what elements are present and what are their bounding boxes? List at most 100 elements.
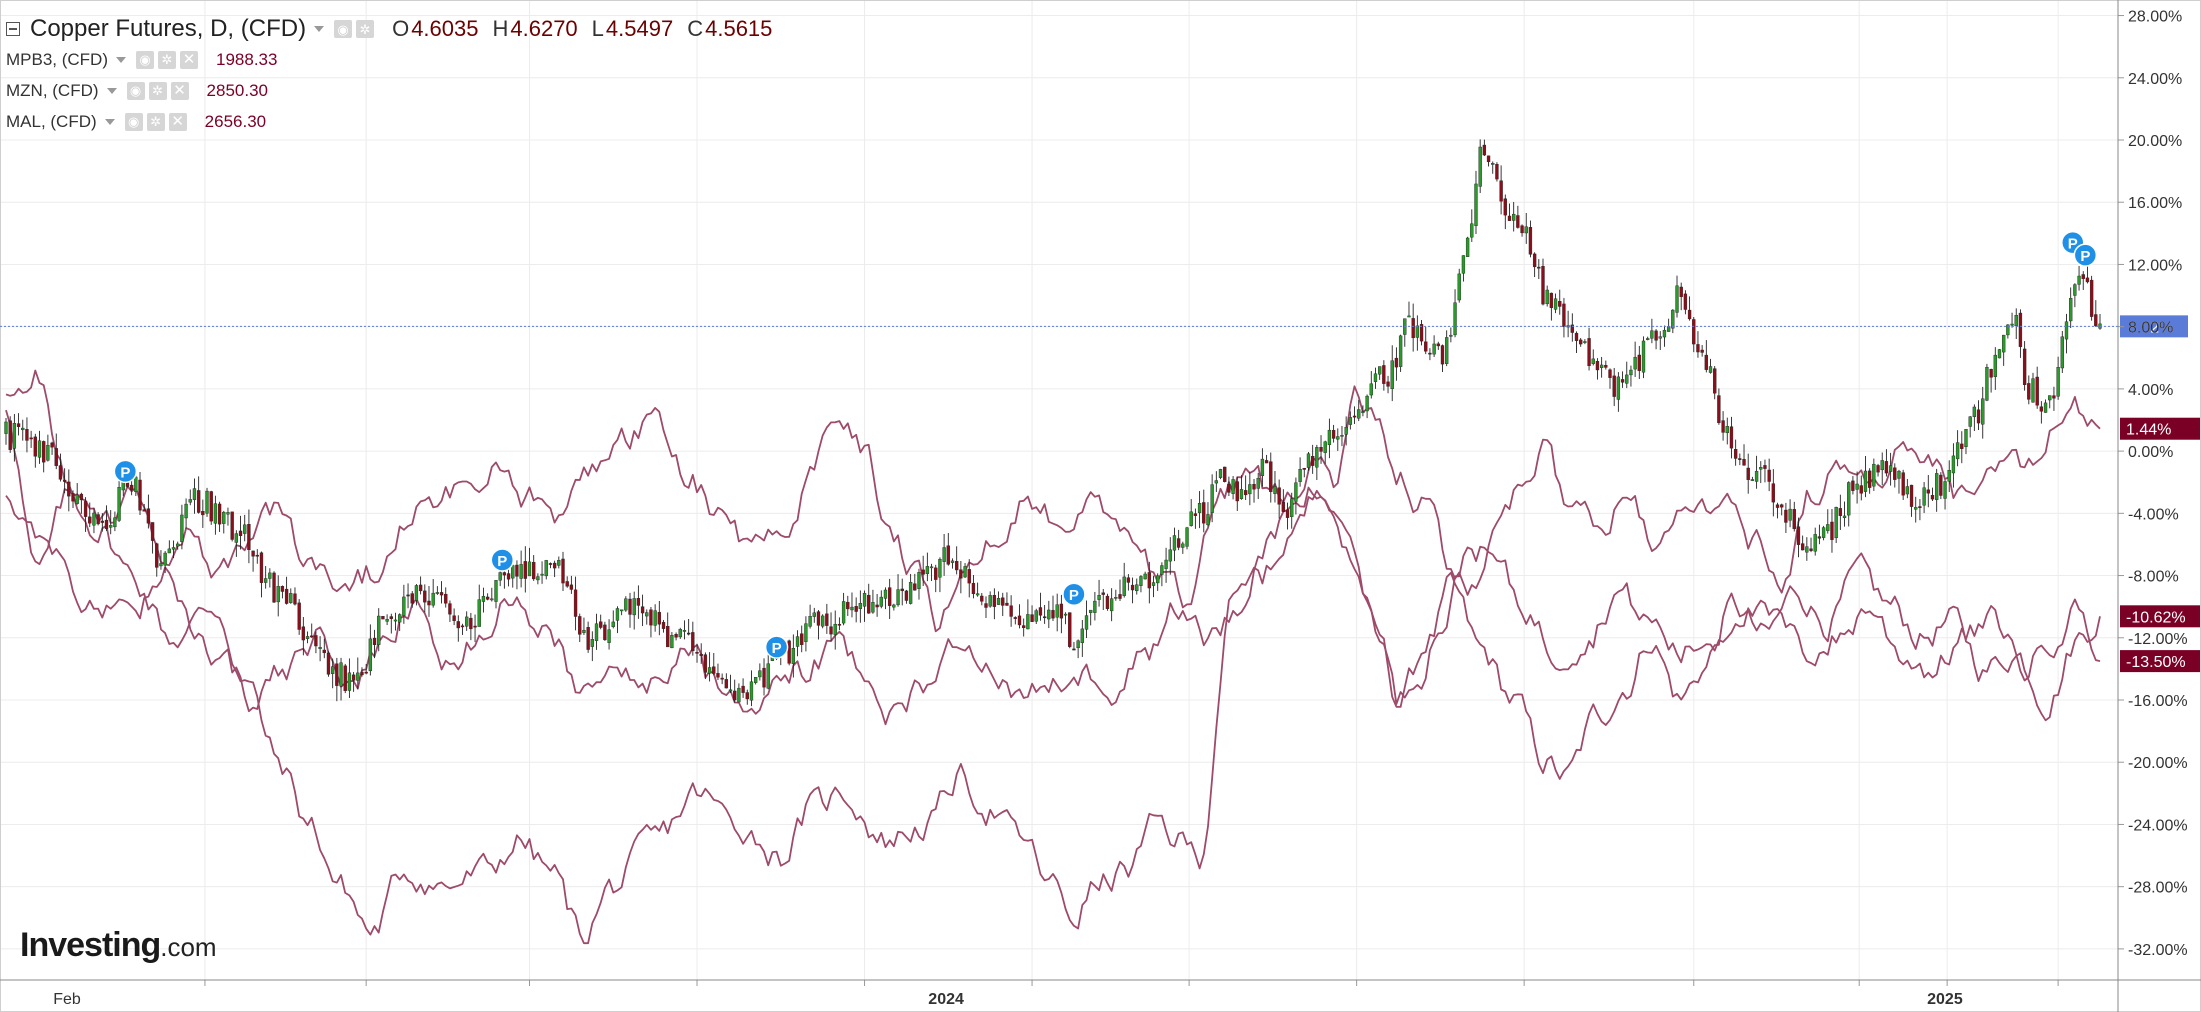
caret-down-icon[interactable] bbox=[104, 118, 115, 125]
end-value-badge bbox=[2120, 417, 2200, 440]
candle-down bbox=[2089, 279, 2094, 317]
end-value-label: -13.50% bbox=[2126, 654, 2186, 671]
candle-up bbox=[1805, 546, 1809, 553]
candle-up bbox=[1842, 515, 1847, 519]
pin-marker-icon[interactable]: P bbox=[2073, 243, 2098, 267]
candle-up bbox=[1323, 441, 1327, 453]
candle-down bbox=[360, 671, 364, 676]
candle-up bbox=[841, 601, 846, 624]
candle-down bbox=[2027, 383, 2031, 400]
eye-icon[interactable]: ◉ bbox=[136, 50, 154, 69]
collapse-icon[interactable] bbox=[6, 22, 20, 36]
gear-icon[interactable]: ✲ bbox=[148, 81, 167, 100]
close-icon[interactable]: ✕ bbox=[170, 81, 189, 100]
pin-marker-icon[interactable]: P bbox=[113, 459, 138, 484]
candle-up bbox=[963, 566, 967, 578]
candle-up bbox=[1348, 417, 1353, 425]
candle-up bbox=[1951, 455, 1956, 474]
candle-up bbox=[1398, 335, 1403, 367]
candle-down bbox=[1721, 420, 1725, 433]
eye-icon[interactable]: ◉ bbox=[334, 20, 353, 38]
candle-up bbox=[1084, 615, 1089, 630]
candle-down bbox=[79, 493, 84, 501]
candle-up bbox=[1315, 447, 1319, 468]
pin-marker-icon[interactable]: P bbox=[764, 635, 789, 659]
eye-icon[interactable]: ◉ bbox=[124, 112, 143, 131]
end-badges: 1.44% -10.62% -13.50% bbox=[2120, 417, 2200, 673]
candle-up bbox=[1826, 524, 1830, 531]
candle-up bbox=[1821, 527, 1826, 538]
candle-up bbox=[1373, 373, 1378, 382]
candle-up bbox=[1365, 395, 1369, 412]
candle-down bbox=[1038, 607, 1043, 616]
candle-up bbox=[1185, 527, 1189, 547]
gear-icon[interactable]: ✲ bbox=[158, 50, 176, 69]
investing-logo[interactable]: Investing.com bbox=[20, 926, 217, 964]
candle-up bbox=[1449, 334, 1453, 337]
candle-down bbox=[1411, 318, 1415, 339]
candle-down bbox=[1851, 480, 1855, 491]
candle-up bbox=[213, 503, 218, 524]
candle-up bbox=[46, 444, 50, 461]
candle-up bbox=[1470, 223, 1474, 238]
candle-down bbox=[33, 436, 37, 457]
caret-down-icon[interactable] bbox=[314, 26, 325, 32]
pin-marker-label: P bbox=[2080, 248, 2090, 265]
candle-up bbox=[1625, 374, 1629, 384]
candle-up bbox=[1553, 298, 1558, 310]
y-tick-label: -8.00% bbox=[2128, 569, 2179, 586]
gear-icon[interactable]: ✲ bbox=[356, 20, 375, 38]
candle-up bbox=[1143, 573, 1147, 580]
eye-icon[interactable]: ◉ bbox=[126, 81, 145, 100]
candle-up bbox=[1172, 535, 1177, 551]
candle-down bbox=[984, 603, 988, 608]
candle-up bbox=[1248, 484, 1252, 495]
candle-down bbox=[712, 666, 716, 674]
candle-down bbox=[1227, 483, 1231, 493]
candle-down bbox=[2085, 277, 2090, 283]
candle-up bbox=[607, 629, 611, 643]
candle-down bbox=[1428, 352, 1432, 355]
candle-up bbox=[184, 503, 188, 519]
end-value-label: 1.44% bbox=[2126, 422, 2171, 439]
candle-down bbox=[1118, 594, 1122, 599]
candle-up bbox=[1888, 465, 1893, 472]
candle-down bbox=[980, 595, 984, 602]
candle-up bbox=[1260, 458, 1265, 477]
candle-down bbox=[1176, 538, 1181, 548]
candle-down bbox=[293, 593, 297, 605]
y-tick-label: -20.00% bbox=[2128, 755, 2188, 772]
candle-up bbox=[2056, 367, 2060, 397]
candle-down bbox=[1579, 339, 1583, 345]
pin-marker-icon[interactable]: P bbox=[490, 548, 515, 572]
gear-icon[interactable]: ✲ bbox=[146, 112, 165, 131]
candle-down bbox=[1733, 449, 1738, 459]
series-line-mal bbox=[5, 369, 2101, 633]
candle-down bbox=[1696, 344, 1700, 353]
candle-down bbox=[1013, 617, 1017, 619]
candle-down bbox=[636, 598, 641, 606]
candle-down bbox=[1562, 303, 1566, 327]
caret-down-icon[interactable] bbox=[116, 56, 126, 63]
candle-up bbox=[1055, 604, 1059, 618]
candle-down bbox=[1532, 253, 1537, 268]
y-tick-label: 16.00% bbox=[2128, 195, 2182, 212]
candle-up bbox=[544, 560, 548, 577]
candle-down bbox=[532, 562, 536, 580]
pin-marker-icon[interactable]: P bbox=[1062, 582, 1086, 606]
candle-up bbox=[1855, 483, 1859, 490]
candle-up bbox=[557, 560, 561, 566]
x-tick-label: 2024 bbox=[928, 991, 964, 1008]
close-icon[interactable]: ✕ bbox=[180, 50, 198, 69]
candle-up bbox=[1164, 559, 1168, 569]
close-icon[interactable]: ✕ bbox=[168, 112, 187, 131]
candle-down bbox=[674, 634, 678, 638]
y-tick-label: -24.00% bbox=[2128, 817, 2188, 834]
caret-down-icon[interactable] bbox=[106, 87, 117, 94]
candle-down bbox=[699, 653, 703, 656]
pin-marker-circle bbox=[490, 548, 515, 572]
candle-down bbox=[716, 673, 720, 678]
candle-down bbox=[1541, 265, 1545, 305]
